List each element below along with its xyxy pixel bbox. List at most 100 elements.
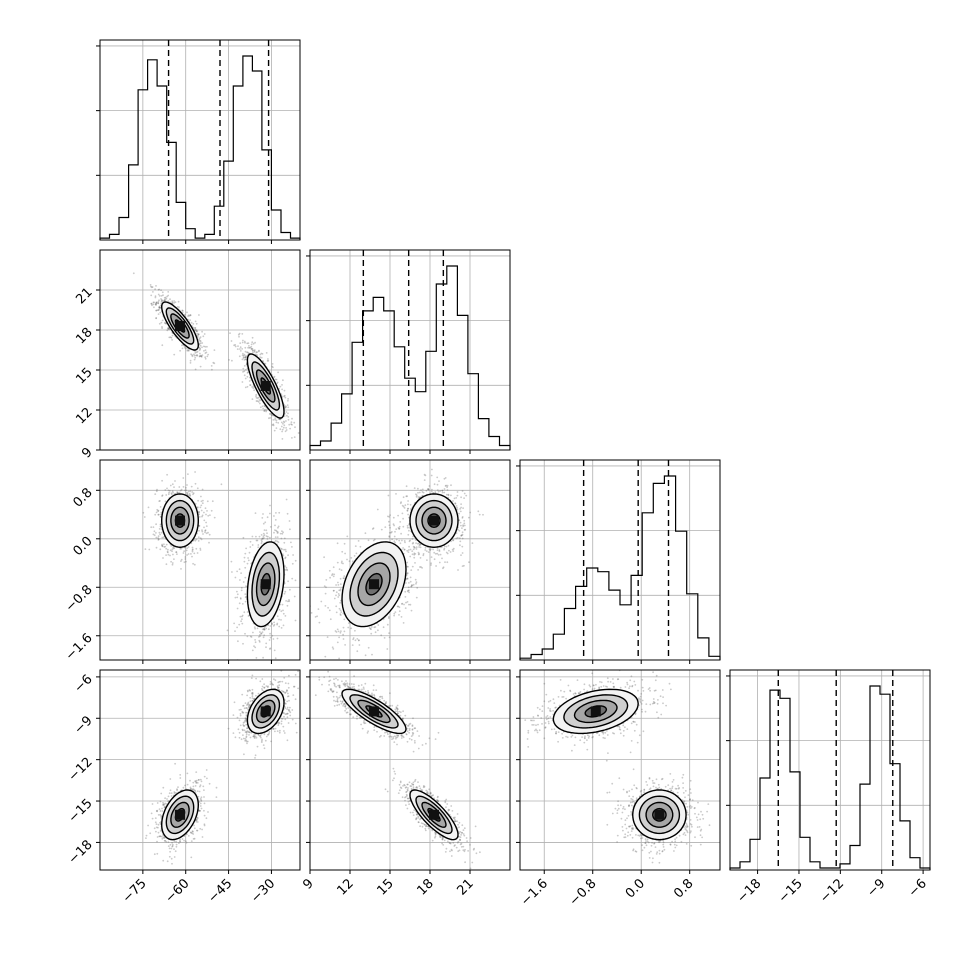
sample-point — [282, 426, 285, 429]
sample-point — [199, 347, 201, 350]
sample-point — [165, 554, 168, 556]
sample-point — [456, 491, 459, 493]
panel-frame — [729, 669, 931, 871]
sample-point — [402, 496, 405, 499]
sample-point — [199, 348, 202, 351]
sample-point — [413, 552, 416, 555]
sample-point — [280, 421, 283, 424]
sample-point — [280, 610, 283, 613]
sample-point — [393, 524, 395, 527]
sample-point — [164, 322, 167, 325]
sample-point — [450, 494, 452, 497]
sample-point — [279, 428, 282, 431]
sample-point — [153, 306, 155, 309]
sample-point — [171, 483, 174, 486]
sample-point — [418, 542, 420, 545]
sample-point — [401, 602, 404, 605]
sample-point — [205, 351, 208, 354]
sample-point — [164, 296, 167, 299]
sample-point — [282, 379, 284, 382]
sample-point — [338, 657, 340, 660]
sample-point — [187, 546, 190, 548]
sample-point — [157, 513, 160, 516]
sample-point — [157, 538, 160, 541]
sample-point — [430, 564, 432, 566]
sample-point — [176, 306, 179, 308]
sample-point — [273, 376, 275, 379]
sample-point — [338, 607, 341, 610]
sample-point — [431, 488, 433, 491]
sample-point — [461, 552, 464, 554]
sample-point — [201, 488, 204, 491]
sample-point — [184, 489, 186, 492]
sample-point — [239, 346, 242, 349]
sample-point — [157, 539, 160, 541]
sample-point — [283, 537, 286, 540]
sample-point — [410, 508, 412, 510]
sample-point — [407, 503, 409, 506]
sample-point — [205, 532, 208, 535]
histogram-3 — [729, 685, 931, 870]
sample-point — [186, 484, 188, 486]
sample-point — [377, 624, 380, 626]
sample-point — [285, 600, 287, 602]
histogram-1 — [309, 265, 511, 450]
sample-point — [197, 333, 200, 336]
sample-point — [204, 352, 207, 354]
sample-point — [277, 525, 280, 528]
sample-point — [364, 654, 367, 657]
sample-point — [456, 508, 459, 511]
sample-point — [249, 346, 252, 349]
sample-point — [262, 513, 264, 515]
sample-point — [184, 558, 187, 560]
sample-point — [462, 524, 464, 527]
sample-point — [242, 357, 245, 359]
sample-point — [155, 523, 158, 526]
sample-point — [152, 526, 155, 528]
sample-point — [262, 628, 265, 630]
sample-point — [406, 524, 409, 527]
sample-point — [417, 553, 420, 556]
sample-point — [286, 414, 288, 417]
sample-point — [455, 497, 458, 499]
sample-point — [158, 306, 161, 309]
sample-point — [186, 493, 189, 496]
sample-point — [271, 363, 274, 365]
sample-point — [259, 635, 261, 637]
sample-point — [430, 556, 433, 558]
sample-point — [157, 537, 160, 539]
sample-point — [158, 308, 160, 311]
sample-point — [243, 365, 246, 367]
sample-point — [157, 309, 160, 312]
sample-point — [275, 419, 278, 422]
sample-point — [281, 553, 284, 555]
sample-point — [154, 288, 157, 291]
sample-point — [132, 272, 135, 275]
sample-point — [207, 531, 209, 534]
sample-point — [154, 303, 157, 306]
sample-point — [170, 560, 173, 563]
sample-point — [166, 328, 169, 330]
sample-point — [188, 314, 191, 317]
sample-point — [248, 376, 251, 379]
sample-point — [249, 384, 251, 386]
sample-point — [358, 644, 361, 646]
sample-point — [331, 646, 334, 649]
sample-point — [161, 344, 164, 347]
sample-point — [247, 371, 250, 374]
sample-point — [244, 552, 247, 555]
sample-point — [440, 546, 443, 549]
sample-point — [167, 300, 170, 303]
sample-point — [262, 537, 264, 540]
sample-point — [284, 396, 287, 399]
sample-point — [285, 550, 287, 553]
sample-point — [263, 537, 265, 539]
sample-point — [258, 641, 261, 643]
sample-point — [242, 356, 245, 358]
panel-content — [100, 250, 300, 450]
sample-point — [415, 495, 418, 498]
sample-point — [458, 537, 461, 540]
sample-point — [261, 353, 264, 355]
sample-point — [265, 410, 267, 413]
sample-point — [333, 597, 336, 600]
